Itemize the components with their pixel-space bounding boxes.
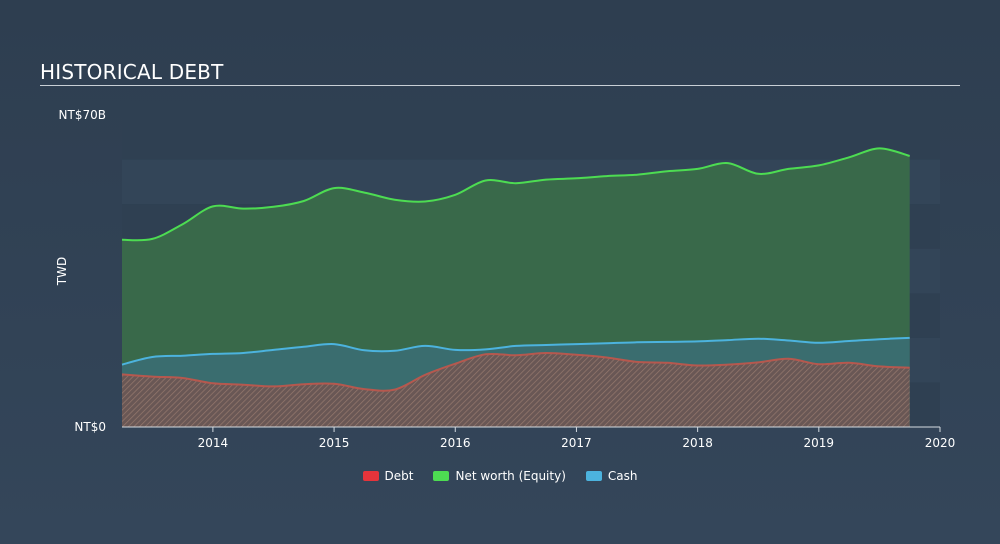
equity-line [121, 147, 910, 242]
legend-swatch-equity [433, 471, 450, 481]
x-tick-label: 2020 [925, 436, 956, 450]
title-divider [40, 85, 960, 86]
x-tick-label: 2019 [804, 436, 835, 450]
debt-area [122, 352, 910, 427]
legend-item-cash[interactable]: Cash [585, 469, 638, 483]
legend-label-cash: Cash [607, 469, 638, 483]
legend-swatch-debt [362, 471, 379, 481]
legend-swatch-cash [585, 471, 602, 481]
legend-item-debt[interactable]: Debt [362, 469, 414, 483]
x-tick-label: 2017 [561, 436, 592, 450]
legend-label-equity: Net worth (Equity) [455, 469, 566, 483]
x-tick-label: 2015 [319, 436, 350, 450]
legend-label-debt: Debt [384, 469, 414, 483]
cash-line [121, 336, 910, 366]
legend-item-equity[interactable]: Net worth (Equity) [433, 469, 566, 483]
x-tick-label: 2016 [440, 436, 471, 450]
grid-band [122, 115, 940, 160]
chart-legend: Debt Net worth (Equity) Cash [0, 469, 1000, 483]
x-tick-label: 2014 [198, 436, 229, 450]
x-tick-label: 2018 [682, 436, 713, 450]
y-axis-label: TWD [55, 257, 69, 286]
chart-title: HISTORICAL DEBT [40, 60, 224, 84]
y-tick-label: NT$70B [59, 108, 106, 122]
debt-line [121, 351, 910, 392]
y-tick-label: NT$0 [74, 420, 106, 434]
